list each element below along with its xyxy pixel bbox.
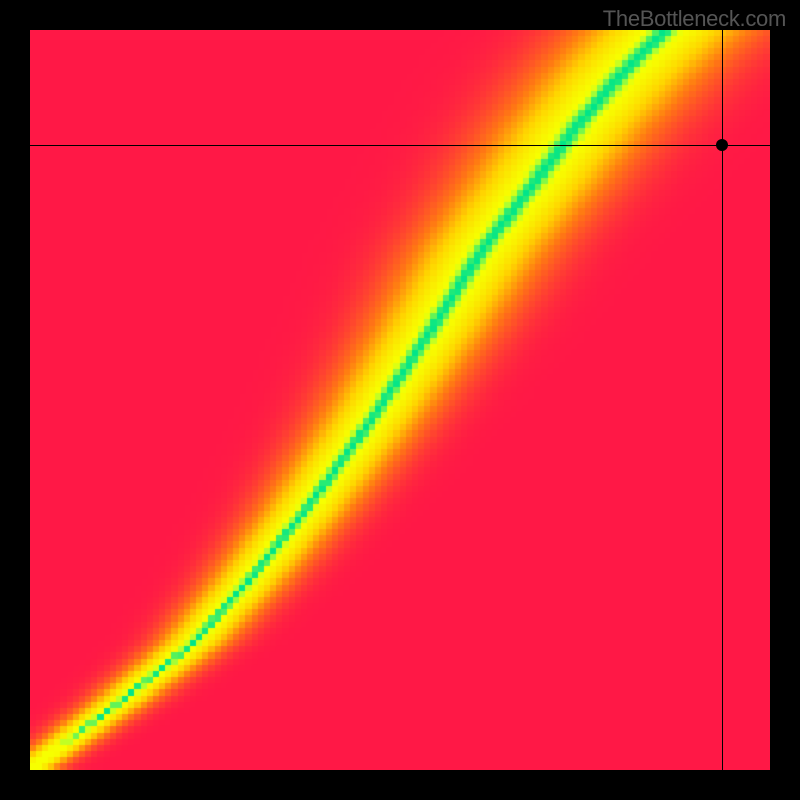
watermark-text: TheBottleneck.com [603,6,786,32]
heatmap-canvas [30,30,770,770]
heatmap-plot [30,30,770,770]
crosshair-horizontal [30,145,770,146]
crosshair-marker-dot [716,139,728,151]
